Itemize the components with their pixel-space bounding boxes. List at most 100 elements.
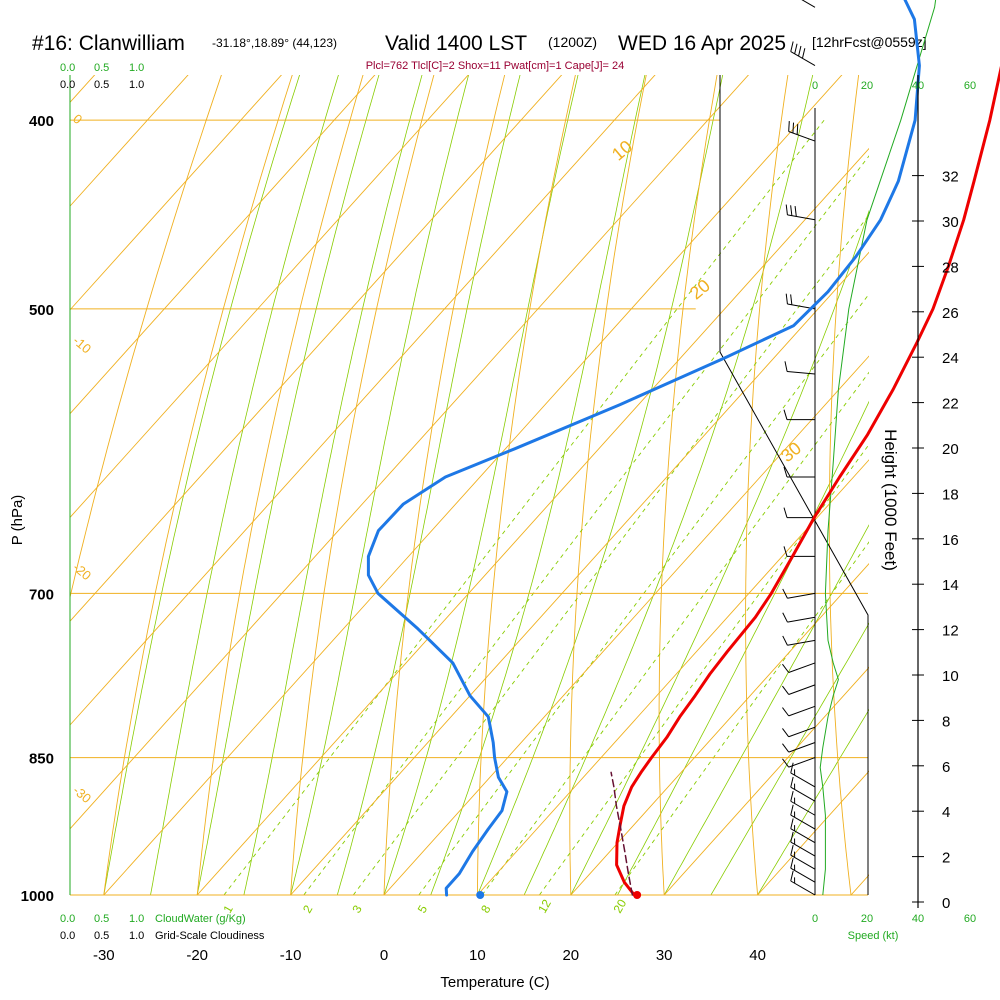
cloud-bottom-green-1: 0.5 <box>94 913 109 925</box>
wind-barb <box>801 0 816 8</box>
mixing-ratio-3 <box>352 214 869 895</box>
dry-adiabat--20 <box>196 75 364 895</box>
barb-staff <box>788 662 816 673</box>
height-tick-label-12: 12 <box>942 623 959 640</box>
height-tick-label-32: 32 <box>942 169 959 186</box>
moist-adiabat-10 <box>477 75 724 895</box>
utc-time: (1200Z) <box>548 34 597 50</box>
mixing-ratio-5 <box>418 293 869 895</box>
barb-feather <box>794 206 797 217</box>
x-tick-label-0: 0 <box>380 947 388 964</box>
cloud-bottom-black-2: 1.0 <box>129 930 144 942</box>
barb-staff <box>790 800 816 816</box>
barb-staff <box>787 616 816 623</box>
barb-feather <box>782 635 788 646</box>
wind-barb <box>782 742 816 753</box>
barb-staff <box>790 854 816 870</box>
wind-barb <box>790 870 816 896</box>
valid-date: WED 16 Apr 2025 <box>618 32 786 55</box>
mixing-ratio-label-3: 5 <box>415 902 431 915</box>
mixing-ratio-12 <box>539 443 869 895</box>
station-title: #16: Clanwilliam <box>32 32 185 55</box>
axes: -30-20-100102030402503004005007008501000… <box>21 75 959 964</box>
height-tick-label-24: 24 <box>942 350 959 367</box>
barb-feather <box>801 48 806 59</box>
barb-staff <box>787 592 816 599</box>
barb-staff <box>787 214 816 221</box>
wind-barb <box>782 612 816 623</box>
barb-feather <box>782 588 788 599</box>
wind-barb <box>790 804 816 830</box>
cloud-top-green-1: 0.5 <box>94 62 109 74</box>
wind-barb <box>782 662 816 673</box>
wind-barb <box>784 361 816 375</box>
x-tick-label--10: -10 <box>280 947 302 964</box>
surface-dewpoint-marker <box>476 891 485 899</box>
height-tick-label-20: 20 <box>942 441 959 458</box>
height-tick-label-4: 4 <box>942 804 950 821</box>
barb-feather <box>794 43 798 54</box>
barb-staff <box>801 0 816 8</box>
barb-staff <box>790 828 816 844</box>
barb-feather <box>782 758 790 768</box>
barb-feather <box>788 121 790 132</box>
barb-feather <box>783 409 788 420</box>
barb-staff <box>790 51 816 67</box>
indices-line: Plcl=762 Tlcl[C]=2 Shox=11 Pwat[cm]=1 Ca… <box>366 60 625 72</box>
x-tick-label--20: -20 <box>186 947 208 964</box>
barb-staff <box>788 705 816 717</box>
wind-barb <box>790 790 816 816</box>
moist-adiabat-5 <box>430 75 646 895</box>
surface-temperature-marker <box>633 891 642 899</box>
height-tick-label-14: 14 <box>942 577 959 594</box>
cloud-top-black-0: 0.0 <box>60 79 75 91</box>
barb-staff <box>790 867 816 883</box>
height-axis-title: Height (1000 Feet) <box>881 429 900 571</box>
isotherm-label-2: 20 <box>686 275 714 303</box>
barb-staff <box>788 757 816 768</box>
dry-adiabat--40 <box>70 75 222 600</box>
wind-barb <box>782 705 816 717</box>
speed-scale-bottom: 0 20 40 60 Speed (kt) <box>812 913 976 942</box>
cloudiness-label: Grid-Scale Cloudiness <box>155 930 265 942</box>
speed-bottom-0: 0 <box>812 913 818 925</box>
mixing-ratio-label-2: 3 <box>349 902 365 915</box>
mixing-ratio-label-4: 8 <box>478 902 494 915</box>
dry-adiabat-30 <box>658 75 718 895</box>
wind-barb <box>783 409 815 421</box>
moist-adiabat-0 <box>383 75 579 895</box>
barb-feather <box>790 776 794 788</box>
speed-bottom-60: 60 <box>964 913 976 925</box>
moist-adiabat-35 <box>710 622 869 895</box>
moist-adiabat--15 <box>243 75 423 895</box>
moist-adiabat-15 <box>523 75 814 895</box>
barb-feather <box>790 762 794 774</box>
dry-adiabat-70 <box>989 0 1000 895</box>
height-tick-label-10: 10 <box>942 668 959 685</box>
speed-top-20: 20 <box>861 80 873 92</box>
isotherm--110 <box>70 75 96 104</box>
barb-feather <box>790 205 793 216</box>
y-tick-label-850: 850 <box>29 751 54 768</box>
isotherm-20 <box>570 562 869 895</box>
speed-top-0: 0 <box>812 80 818 92</box>
y-tick-label-500: 500 <box>29 302 54 319</box>
dewpoint-line <box>366 0 921 897</box>
speed-scale-top: 0 20 40 60 <box>812 80 976 92</box>
barb-feather <box>782 612 788 623</box>
y-axis-title: P (hPa) <box>9 495 26 546</box>
moist-adiabat--20 <box>196 75 380 895</box>
speed-top-60: 60 <box>964 80 976 92</box>
barb-staff <box>790 814 816 830</box>
isotherm-label-1: 10 <box>608 136 636 164</box>
barb-feather <box>782 663 790 673</box>
wind-barbs <box>782 0 816 896</box>
cloud-scale-bottom: 0.0 0.5 1.0 CloudWater (g/Kg) 0.0 0.5 1.… <box>60 913 265 942</box>
moist-adiabat-30 <box>663 524 869 895</box>
height-tick-label-18: 18 <box>942 486 959 503</box>
y-tick-label-700: 700 <box>29 586 54 603</box>
moist-adiabat--10 <box>290 75 469 895</box>
barb-feather <box>784 361 788 372</box>
barb-staff <box>788 742 816 753</box>
x-tick-label-20: 20 <box>562 947 579 964</box>
